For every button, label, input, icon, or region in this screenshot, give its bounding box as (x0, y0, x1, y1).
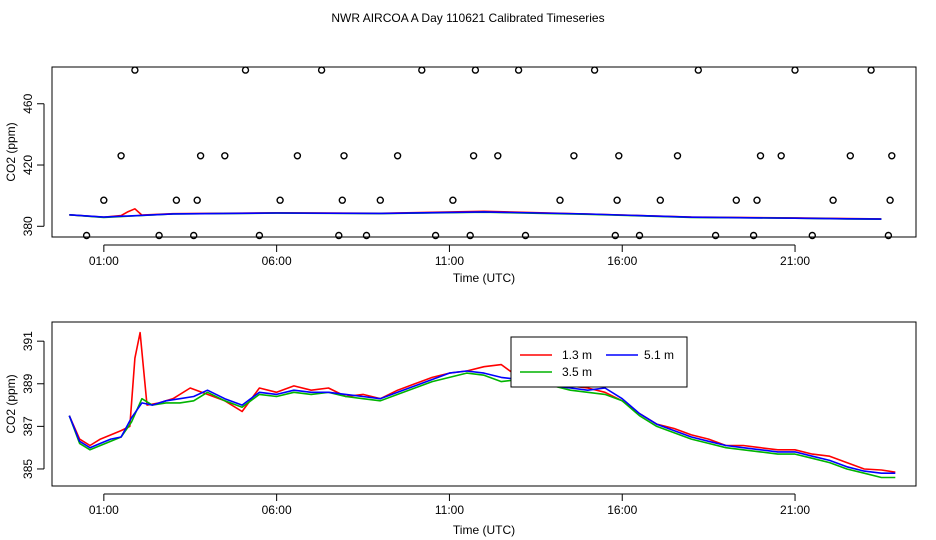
top-y-axis-label: CO2 (ppm) (4, 122, 18, 181)
top-data-point (808, 231, 816, 240)
bottom-y-axis-label: CO2 (ppm) (4, 374, 18, 433)
bot-y-tick-label: 385 (21, 459, 35, 479)
legend-box (510, 336, 688, 388)
top-data-point (471, 66, 480, 74)
top-data-point (556, 196, 564, 204)
top-data-point (335, 231, 343, 240)
top-x-tick-label: 21:00 (780, 254, 810, 268)
top-x-axis: 01:00 06:00 11:00 16:00 21:00 (89, 244, 810, 268)
top-data-point (340, 152, 348, 160)
bot-series-3-5-m (68, 372, 896, 479)
top-y-tick-label: 380 (21, 216, 35, 236)
top-data-point (469, 152, 478, 160)
top-y-tick-label: 460 (21, 93, 35, 113)
top-data-point (777, 152, 785, 160)
top-data-point (338, 196, 346, 204)
top-data-point (393, 152, 402, 160)
top-data-point (846, 152, 854, 160)
top-data-point (791, 66, 799, 74)
top-data-point (829, 196, 837, 204)
top-data-point (615, 152, 623, 160)
bot-x-tick-label: 21:00 (780, 503, 810, 517)
top-panel: 01:00 06:00 11:00 16:00 21:00 380 420 460 Time… (4, 66, 917, 285)
top-data-point (656, 196, 664, 204)
top-data-point (521, 231, 530, 240)
bot-x-tick-label: 16:00 (607, 503, 637, 517)
bottom-x-axis: 01:00 06:00 11:00 16:00 21:00 (89, 493, 810, 517)
top-data-point (711, 231, 720, 240)
top-series-5-1-m (69, 211, 882, 220)
top-data-point (255, 231, 264, 240)
top-data-point (241, 66, 250, 74)
top-data-point (749, 231, 758, 240)
top-data-point (884, 231, 893, 240)
bottom-y-axis: 385 387 389 391 (21, 331, 45, 479)
top-data-point (635, 231, 644, 240)
top-data-point (673, 152, 682, 160)
top-data-point (131, 66, 139, 74)
top-data-point (732, 196, 740, 204)
bot-x-tick-label: 11:00 (435, 503, 464, 517)
top-data-point (449, 196, 457, 204)
top-series-group (69, 208, 882, 220)
top-data-point (867, 66, 875, 74)
bottom-plot-frame (51, 321, 917, 487)
top-data-point (196, 152, 205, 160)
top-data-point (888, 152, 896, 160)
top-data-point (100, 196, 108, 204)
legend: 1.3 m 5.1 m 3.5 m (510, 336, 688, 388)
top-data-point (362, 231, 371, 240)
bottom-panel: 01:00 06:00 11:00 16:00 21:00 385 387 389 391 T… (4, 321, 917, 537)
top-data-point (611, 231, 619, 240)
bot-series-5-1-m (68, 370, 896, 475)
top-data-point (613, 196, 621, 204)
top-y-tick-label: 420 (21, 155, 35, 175)
top-data-point (886, 196, 894, 204)
top-data-point (193, 196, 201, 204)
top-data-point (317, 66, 326, 74)
top-data-point (155, 231, 163, 240)
top-x-tick-label: 06:00 (262, 254, 292, 268)
bot-y-tick-label: 387 (21, 416, 35, 436)
top-data-point (221, 152, 229, 160)
bot-x-tick-label: 06:00 (262, 503, 292, 517)
top-x-axis-label: Time (UTC) (453, 271, 515, 285)
top-plot-frame (51, 66, 917, 238)
top-data-point (753, 196, 761, 204)
top-data-point (117, 152, 125, 160)
legend-label-1-3m: 1.3 m (562, 348, 592, 362)
top-data-point (694, 66, 702, 74)
bottom-x-axis-label: Time (UTC) (453, 523, 515, 537)
bot-series-1-3-m (68, 331, 896, 473)
top-data-point (82, 231, 91, 240)
top-data-point (570, 152, 578, 160)
legend-label-3-5m: 3.5 m (562, 365, 592, 379)
top-data-point (293, 152, 302, 160)
legend-label-5-1m: 5.1 m (644, 348, 674, 362)
bottom-series-group (68, 331, 896, 479)
top-data-point (276, 196, 284, 204)
bot-y-tick-label: 389 (21, 373, 35, 393)
top-data-point (172, 196, 181, 204)
top-data-point (514, 66, 523, 74)
top-data-point (189, 231, 198, 240)
top-data-point (376, 196, 384, 204)
top-points-group (82, 66, 896, 240)
top-data-point (431, 231, 440, 240)
top-x-tick-label: 16:00 (607, 254, 637, 268)
bot-x-tick-label: 01:00 (89, 503, 119, 517)
top-y-axis: 380 420 460 (21, 93, 45, 236)
top-data-point (466, 231, 474, 240)
bot-y-tick-label: 391 (21, 331, 35, 351)
figure-title: NWR AIRCOA A Day 110621 Calibrated Times… (331, 11, 604, 25)
top-x-tick-label: 01:00 (89, 254, 119, 268)
top-x-tick-label: 11:00 (435, 254, 464, 268)
top-data-point (756, 152, 765, 160)
top-data-point (590, 66, 599, 74)
top-data-point (494, 152, 502, 160)
top-data-point (418, 66, 426, 74)
